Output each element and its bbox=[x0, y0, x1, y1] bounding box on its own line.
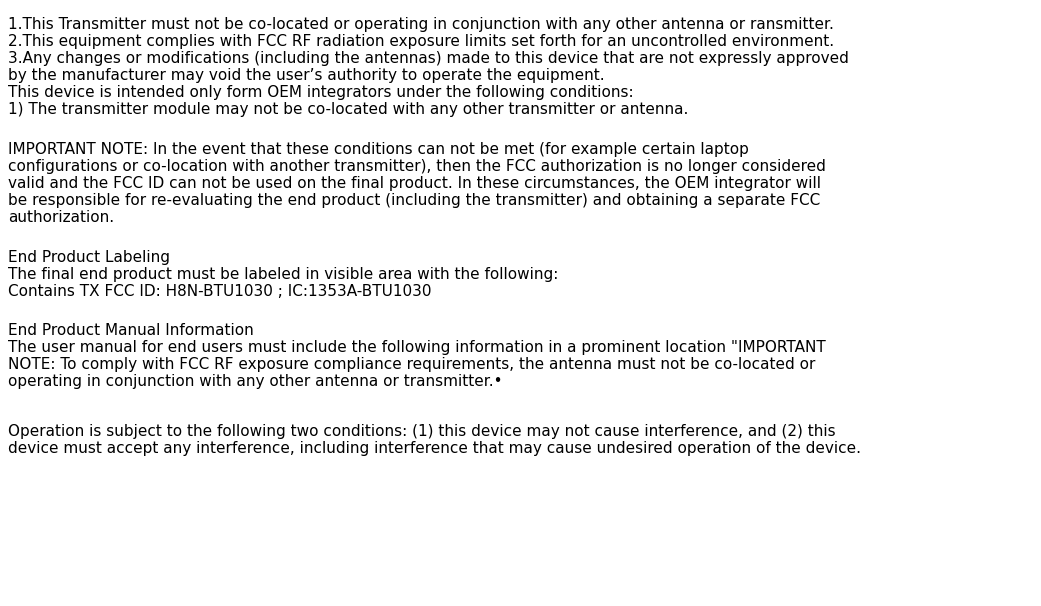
Text: Operation is subject to the following two conditions: (1) this device may not ca: Operation is subject to the following tw… bbox=[8, 424, 836, 439]
Text: 2.This equipment complies with FCC RF radiation exposure limits set forth for an: 2.This equipment complies with FCC RF ra… bbox=[8, 34, 835, 49]
Text: authorization.: authorization. bbox=[8, 210, 115, 225]
Text: IMPORTANT NOTE: In the event that these conditions can not be met (for example c: IMPORTANT NOTE: In the event that these … bbox=[8, 142, 750, 158]
Text: configurations or co-location with another transmitter), then the FCC authorizat: configurations or co-location with anoth… bbox=[8, 159, 827, 175]
Text: 3.Any changes or modifications (including the antennas) made to this device that: 3.Any changes or modifications (includin… bbox=[8, 51, 849, 66]
Text: End Product Manual Information: End Product Manual Information bbox=[8, 323, 254, 338]
Text: 1.This Transmitter must not be co-located or operating in conjunction with any o: 1.This Transmitter must not be co-locate… bbox=[8, 17, 834, 32]
Text: by the manufacturer may void the user’s authority to operate the equipment.: by the manufacturer may void the user’s … bbox=[8, 68, 605, 83]
Text: be responsible for re-evaluating the end product (including the transmitter) and: be responsible for re-evaluating the end… bbox=[8, 193, 820, 208]
Text: NOTE: To comply with FCC RF exposure compliance requirements, the antenna must n: NOTE: To comply with FCC RF exposure com… bbox=[8, 357, 816, 372]
Text: 1) The transmitter module may not be co-located with any other transmitter or an: 1) The transmitter module may not be co-… bbox=[8, 102, 689, 117]
Text: End Product Labeling: End Product Labeling bbox=[8, 250, 171, 265]
Text: valid and the FCC ID can not be used on the final product. In these circumstance: valid and the FCC ID can not be used on … bbox=[8, 176, 821, 191]
Text: device must accept any interference, including interference that may cause undes: device must accept any interference, inc… bbox=[8, 441, 861, 456]
Text: The final end product must be labeled in visible area with the following:: The final end product must be labeled in… bbox=[8, 267, 559, 282]
Text: operating in conjunction with any other antenna or transmitter.•: operating in conjunction with any other … bbox=[8, 374, 503, 389]
Text: Contains TX FCC ID: H8N-BTU1030 ; IC:1353A-BTU1030: Contains TX FCC ID: H8N-BTU1030 ; IC:135… bbox=[8, 284, 432, 299]
Text: The user manual for end users must include the following information in a promin: The user manual for end users must inclu… bbox=[8, 340, 827, 355]
Text: This device is intended only form OEM integrators under the following conditions: This device is intended only form OEM in… bbox=[8, 85, 634, 100]
